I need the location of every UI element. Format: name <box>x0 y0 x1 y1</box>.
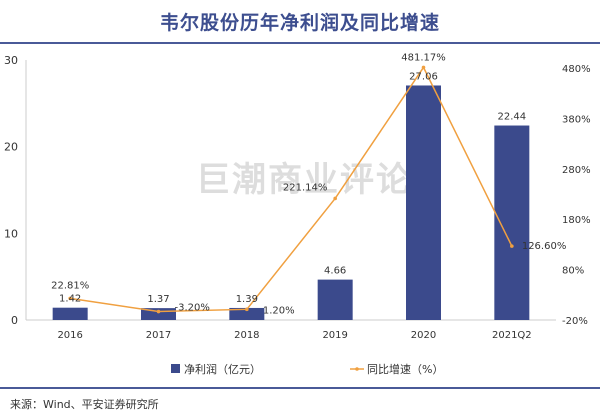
growth-point <box>510 244 514 248</box>
x-tick-label: 2017 <box>146 330 171 341</box>
bar <box>141 308 176 320</box>
chart: 0 10 20 30 -20% 80% 180% 280% 380% 480% 2016 2017 20… <box>4 52 591 376</box>
legend-line-marker <box>355 367 359 371</box>
right-tick-label: -20% <box>562 316 588 327</box>
watermark: 巨潮商业评论 <box>196 160 412 200</box>
bar <box>317 279 353 320</box>
left-tick-label: 20 <box>4 141 18 154</box>
left-tick-label: 0 <box>11 314 18 327</box>
growth-point <box>245 307 249 312</box>
bar-value-label: 1.37 <box>147 294 169 305</box>
left-tick-label: 30 <box>4 54 18 67</box>
right-tick-label: 480% <box>562 64 591 75</box>
line-value-label: 1.20% <box>263 305 295 316</box>
x-tick-label: 2016 <box>57 330 82 341</box>
x-tick-label: 2020 <box>411 330 436 341</box>
right-tick-label: 280% <box>562 165 591 176</box>
line-value-label: 126.60% <box>522 241 567 252</box>
bar-value-label: 22.44 <box>498 112 527 123</box>
top-rule <box>0 42 600 44</box>
bar-value-label: 4.66 <box>324 266 346 277</box>
line-value-label: -3.20% <box>175 303 210 314</box>
bottom-rule <box>0 387 600 389</box>
line-value-label: 22.81% <box>51 280 89 291</box>
left-tick-label: 10 <box>4 227 18 240</box>
x-tick-label: 2021Q2 <box>492 330 532 341</box>
legend-line-label: 同比增速（%） <box>367 362 443 376</box>
bar <box>52 307 88 320</box>
right-tick-label: 180% <box>562 215 591 226</box>
growth-point <box>421 65 426 70</box>
growth-point <box>333 196 337 201</box>
bar <box>229 307 265 320</box>
bar <box>406 85 441 320</box>
growth-point <box>156 309 161 314</box>
growth-line <box>70 65 513 313</box>
line-value-label: 221.14% <box>283 182 328 193</box>
right-tick-label: 80% <box>562 266 584 277</box>
x-tick-label: 2018 <box>234 330 259 341</box>
legend-bar-label: 净利润（亿元） <box>184 362 261 376</box>
bar-value-label: 27.06 <box>409 71 438 82</box>
source-note: 来源：Wind、平安证券研究所 <box>10 398 159 411</box>
bar-value-label: 1.42 <box>59 294 81 305</box>
chart-title: 韦尔股份历年净利润及同比增速 <box>159 12 440 34</box>
bar-value-label: 1.39 <box>236 294 258 305</box>
growth-point <box>68 296 72 301</box>
line-value-label: 481.17% <box>401 52 446 63</box>
right-tick-label: 380% <box>562 114 591 125</box>
legend-bar-swatch <box>171 364 180 373</box>
x-tick-label: 2019 <box>322 330 347 341</box>
